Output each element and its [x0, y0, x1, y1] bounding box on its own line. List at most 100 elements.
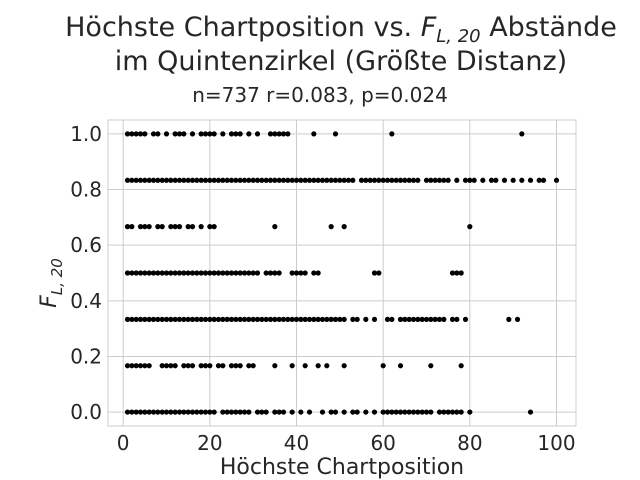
y-tick-label: 1.0	[70, 122, 102, 146]
data-point	[207, 224, 213, 230]
data-point	[142, 270, 148, 276]
data-point	[163, 177, 170, 183]
data-point	[410, 409, 417, 415]
data-point	[215, 363, 222, 369]
data-point	[306, 177, 313, 183]
data-point	[172, 363, 178, 369]
data-point	[176, 270, 183, 276]
data-point	[155, 131, 161, 137]
data-point	[124, 363, 131, 369]
data-point	[181, 177, 187, 183]
data-point	[280, 409, 287, 415]
data-point	[363, 409, 369, 415]
data-point	[454, 316, 460, 322]
data-point	[263, 270, 269, 276]
data-point	[272, 131, 278, 137]
data-point	[198, 131, 204, 137]
data-point	[319, 316, 326, 322]
data-point	[311, 131, 317, 137]
data-point	[311, 177, 317, 183]
data-point	[376, 270, 382, 276]
data-point	[445, 177, 451, 183]
data-point	[124, 409, 131, 415]
data-point	[211, 270, 217, 276]
data-point	[124, 316, 131, 322]
data-point	[215, 316, 222, 322]
data-point	[423, 409, 430, 415]
data-point	[315, 270, 321, 276]
data-point	[194, 316, 200, 322]
data-point	[246, 363, 252, 369]
data-point	[493, 177, 499, 183]
grid-lines	[108, 120, 576, 426]
data-point	[211, 316, 217, 322]
data-point	[293, 270, 300, 276]
data-point	[298, 409, 304, 415]
data-point	[181, 316, 187, 322]
data-point	[159, 270, 165, 276]
data-point	[150, 316, 157, 322]
data-point	[137, 131, 144, 137]
data-point	[315, 363, 321, 369]
data-point	[428, 316, 434, 322]
data-point	[207, 177, 213, 183]
data-point	[328, 224, 334, 230]
data-point	[176, 316, 183, 322]
data-point	[267, 131, 274, 137]
data-point	[436, 177, 443, 183]
data-point	[380, 363, 386, 369]
data-point	[237, 131, 243, 137]
data-point	[254, 316, 261, 322]
data-point	[233, 363, 239, 369]
data-point	[328, 177, 334, 183]
data-point	[228, 177, 235, 183]
data-point	[380, 177, 386, 183]
data-point	[363, 316, 369, 322]
data-point	[215, 177, 222, 183]
data-point	[220, 409, 226, 415]
data-point	[428, 363, 434, 369]
data-point	[267, 270, 274, 276]
data-point	[376, 177, 382, 183]
data-point	[341, 224, 347, 230]
data-point	[215, 270, 222, 276]
data-point	[133, 270, 139, 276]
data-point	[220, 177, 226, 183]
data-point	[289, 177, 295, 183]
data-point	[341, 409, 347, 415]
data-point	[146, 270, 152, 276]
data-point	[233, 131, 239, 137]
data-point	[189, 363, 196, 369]
data-point	[228, 409, 235, 415]
data-point	[397, 316, 404, 322]
data-point	[163, 363, 170, 369]
data-point	[458, 409, 464, 415]
data-point	[194, 177, 200, 183]
data-point	[445, 409, 451, 415]
data-point	[150, 177, 157, 183]
data-point	[259, 409, 265, 415]
y-tick-label: 0.4	[70, 289, 102, 313]
data-point	[467, 177, 473, 183]
data-point	[194, 270, 200, 276]
data-point	[384, 177, 391, 183]
data-point	[198, 409, 204, 415]
data-point	[185, 409, 191, 415]
data-point	[159, 224, 165, 230]
data-point	[185, 363, 191, 369]
data-point	[133, 316, 139, 322]
data-point	[155, 224, 161, 230]
data-point	[454, 270, 460, 276]
data-point	[389, 316, 395, 322]
data-point	[124, 131, 131, 137]
data-point	[155, 177, 161, 183]
data-point	[536, 177, 542, 183]
data-point	[454, 409, 460, 415]
data-point	[302, 270, 308, 276]
data-point	[289, 270, 295, 276]
data-point	[163, 270, 170, 276]
data-point	[311, 316, 317, 322]
data-point	[233, 316, 239, 322]
data-point	[155, 409, 161, 415]
data-point	[328, 316, 334, 322]
